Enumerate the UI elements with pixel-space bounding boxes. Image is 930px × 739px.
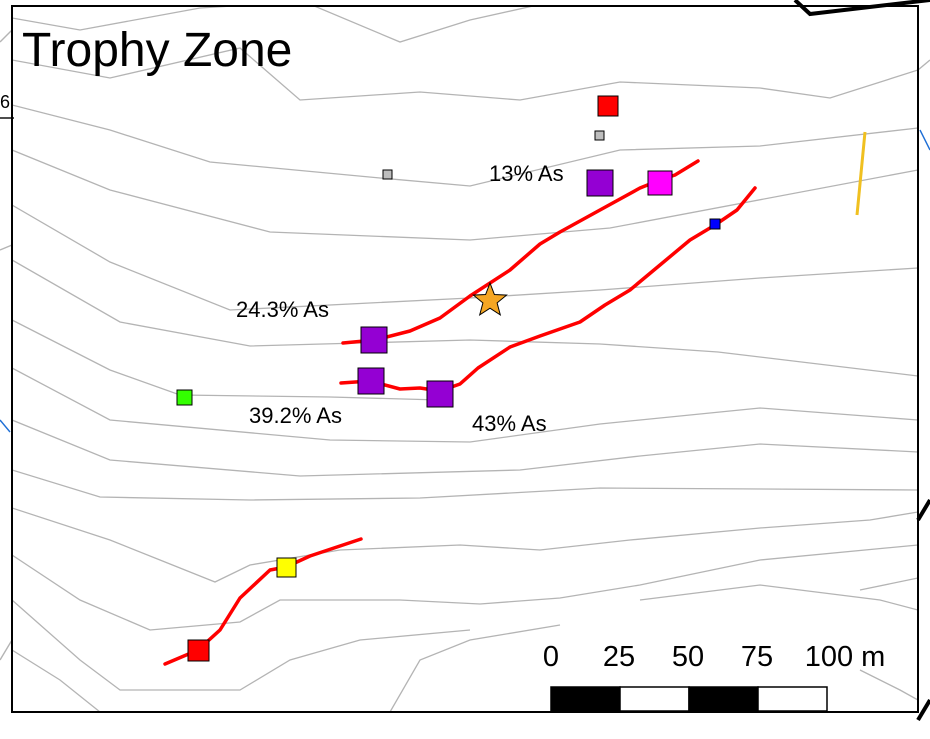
vein-lower (339, 186, 757, 393)
contour-line (859, 577, 918, 591)
sample-gray-small (382, 169, 393, 180)
sample-purple (426, 380, 454, 408)
contour-line (12, 204, 918, 311)
contour-line (12, 507, 918, 583)
sample-purple (586, 169, 614, 197)
sample-markers (176, 95, 721, 662)
contour-line (12, 367, 918, 443)
road-line-top (793, 0, 930, 17)
stream-line-left (0, 419, 11, 433)
scale-tick-label: 75 (741, 641, 773, 673)
scale-tick-label: 100 m (805, 641, 886, 673)
contour-line (12, 419, 918, 477)
contour-line (12, 104, 918, 187)
contour-lines (12, 6, 918, 712)
road-line-right-1 (916, 498, 930, 522)
contour-line (12, 544, 918, 631)
sample-yellow (276, 557, 297, 578)
sample-gray-small (594, 130, 605, 141)
sample-red-south (187, 639, 210, 662)
sample-red-top (597, 95, 619, 117)
sample-purple (357, 367, 385, 395)
contour-line (389, 624, 561, 712)
sample-blue (709, 218, 721, 230)
assay-label: 39.2% As (249, 403, 342, 428)
road-line-right-2 (916, 698, 930, 722)
stream-line-right (919, 129, 930, 151)
sample-purple (360, 326, 388, 354)
contour-line (12, 149, 918, 241)
star-icon (472, 281, 508, 317)
assay-label: 13% As (489, 161, 564, 186)
scale-segment (619, 686, 690, 712)
contour-line (312, 6, 536, 43)
contour-line (639, 584, 918, 611)
sample-magenta (647, 170, 673, 196)
scale-tick-label: 50 (672, 641, 704, 673)
outside-frame-features: 6 (0, 0, 930, 722)
assay-label: 43% As (472, 411, 547, 436)
contour-line (12, 649, 101, 712)
assay-label: 24.3% As (236, 297, 329, 322)
sample-green (176, 389, 193, 406)
map-frame (11, 5, 919, 713)
outside-label-fragment: 6 (0, 92, 10, 112)
contour-line (12, 259, 918, 377)
scale-bar: 0 25 50 75 100 m (543, 641, 886, 712)
scale-segment (550, 686, 621, 712)
vein-upper (341, 159, 700, 345)
scale-segment (688, 686, 759, 712)
contour-line (859, 669, 918, 701)
scale-tick-label: 0 (543, 641, 559, 673)
contour-line (12, 469, 918, 501)
contour-line (12, 599, 471, 691)
scale-tick-label: 25 (603, 641, 635, 673)
yellow-structure-line (855, 131, 867, 216)
scale-segment (757, 686, 828, 712)
contour-line (12, 47, 918, 101)
map-title: Trophy Zone (22, 24, 292, 77)
contour-line (12, 6, 244, 31)
